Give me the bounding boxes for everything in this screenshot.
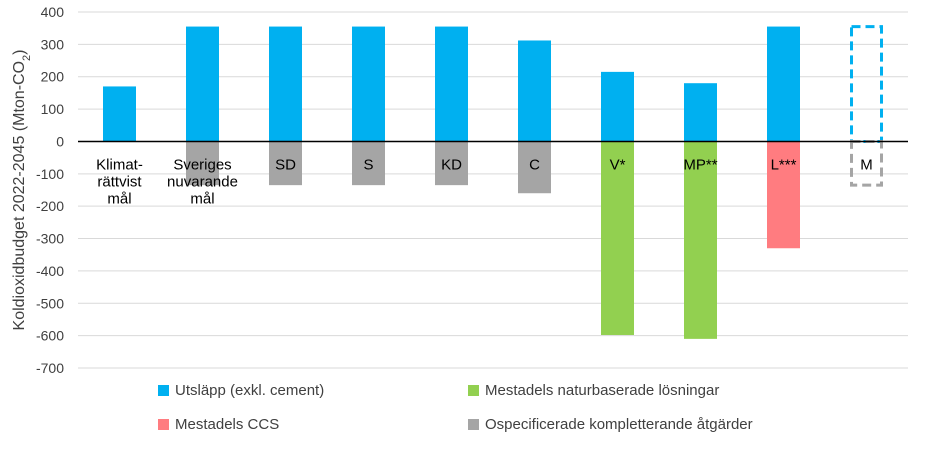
- category-label: SD: [275, 156, 296, 173]
- y-axis-label: Koldioxidbudget 2022-2045 (Mton-CO2): [11, 50, 33, 331]
- y-tick-label: 0: [56, 133, 64, 149]
- legend-item: Utsläpp (exkl. cement): [158, 382, 324, 399]
- bar-0-9: [850, 25, 883, 143]
- bar-0-7: [684, 83, 717, 142]
- y-tick-label: 100: [41, 101, 65, 117]
- bar-2-8: [767, 141, 800, 249]
- legend-swatch: [468, 385, 479, 396]
- y-tick-label: -300: [36, 231, 64, 247]
- bar-3-2: [269, 141, 302, 186]
- bar-3-5: [518, 141, 551, 194]
- category-label: M: [860, 156, 873, 173]
- legend-label: Mestadels CCS: [175, 416, 280, 433]
- legend-swatch: [158, 385, 169, 396]
- bar-3-3: [352, 141, 385, 186]
- category-label: Klimat-rättvist mål: [96, 156, 143, 207]
- y-tick-label: -500: [36, 295, 64, 311]
- category-labels: Klimat-rättvist mål Sveriges nuvarande mål SD…: [96, 156, 873, 207]
- y-tick-labels: 400 300 200 100 0 -100 -200 -300 -400 -500 -600 -70…: [36, 4, 64, 376]
- bar-0-6: [601, 71, 634, 142]
- y-tick-label: -400: [36, 263, 64, 279]
- bar-0-2: [269, 26, 302, 142]
- y-tick-label: 200: [41, 69, 65, 85]
- bar-0-1: [186, 26, 219, 142]
- legend-item: Ospecificerade kompletterande åtgärder: [468, 416, 753, 433]
- bar-3-4: [435, 141, 468, 186]
- bar-0-0: [103, 86, 136, 142]
- y-tick-label: -100: [36, 166, 64, 182]
- legend-swatch: [158, 419, 169, 430]
- bar-3-1: [186, 141, 219, 186]
- category-label: V*: [610, 156, 626, 173]
- y-tick-label: -700: [36, 360, 64, 376]
- bar-1-6: [601, 141, 634, 335]
- category-label: Sveriges nuvarande mål: [167, 156, 238, 207]
- bars: [103, 25, 883, 339]
- bar-0-4: [435, 26, 468, 142]
- category-label: S: [363, 156, 373, 173]
- bar-0-8: [767, 26, 800, 142]
- bar-0-3: [352, 26, 385, 142]
- legend-swatch: [468, 419, 479, 430]
- bar-0-5: [518, 40, 551, 142]
- y-tick-label: 400: [41, 4, 65, 20]
- y-tick-label: -600: [36, 328, 64, 344]
- legend-label: Mestadels naturbaserade lösningar: [485, 382, 720, 399]
- y-tick-label: 300: [41, 36, 65, 52]
- category-label: L***: [771, 156, 797, 173]
- category-label: KD: [441, 156, 462, 173]
- legend-label: Ospecificerade kompletterande åtgärder: [485, 416, 753, 433]
- legend-item: Mestadels CCS: [158, 416, 279, 433]
- y-tick-label: -200: [36, 198, 64, 214]
- legend-label: Utsläpp (exkl. cement): [175, 382, 325, 399]
- category-label: C: [529, 156, 540, 173]
- bar-1-7: [684, 141, 717, 339]
- legend-item: Mestadels naturbaserade lösningar: [468, 382, 719, 399]
- category-label: MP**: [683, 156, 717, 173]
